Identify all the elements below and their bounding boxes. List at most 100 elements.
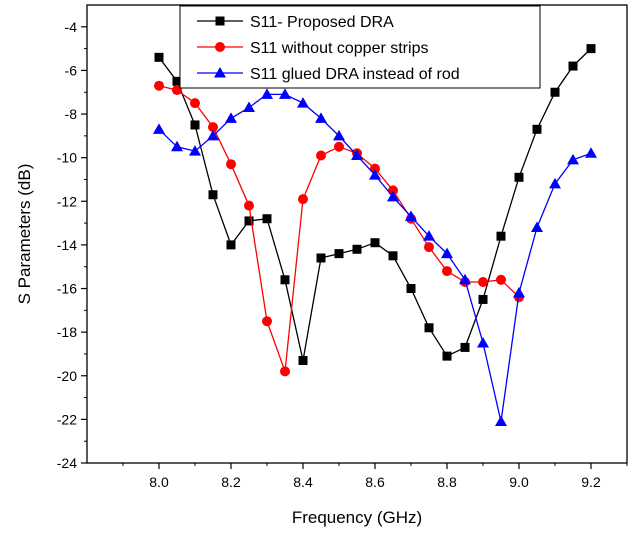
y-tick-label: -20	[57, 368, 77, 384]
data-point	[405, 210, 417, 222]
data-point	[388, 251, 398, 261]
data-point	[424, 323, 434, 333]
data-point	[226, 240, 236, 250]
x-tick-label: 8.4	[293, 474, 313, 490]
series-1	[154, 44, 596, 365]
y-tick-label: -4	[65, 19, 78, 35]
series-3	[153, 88, 597, 427]
x-tick-label: 8.2	[221, 474, 241, 490]
data-point	[208, 122, 218, 133]
x-tick-label: 8.6	[365, 474, 385, 490]
data-point	[387, 190, 399, 202]
data-point	[279, 88, 291, 99]
data-point	[369, 169, 381, 180]
data-point	[190, 98, 200, 109]
data-point	[298, 355, 308, 365]
data-point	[513, 286, 525, 298]
plot-frame	[86, 4, 628, 464]
data-point	[496, 231, 506, 241]
data-point	[316, 253, 326, 263]
series-layer	[153, 44, 597, 427]
legend-marker	[214, 67, 226, 78]
x-tick-label: 9.2	[581, 474, 601, 490]
y-tick-label: -16	[57, 281, 77, 297]
data-point	[334, 249, 344, 259]
data-point	[226, 159, 236, 170]
data-point	[190, 120, 200, 130]
series-line	[158, 93, 592, 422]
legend-label: S11- Proposed DRA	[250, 14, 394, 31]
data-point	[567, 153, 579, 165]
y-tick-label: -12	[57, 193, 77, 209]
data-point	[297, 97, 309, 108]
y-tick-label: -10	[57, 150, 77, 166]
data-point	[280, 366, 290, 377]
data-point	[298, 194, 308, 205]
data-point	[585, 147, 597, 158]
data-point	[568, 61, 578, 71]
y-tick-label: -22	[57, 411, 77, 427]
y-tick-label: -6	[65, 62, 78, 78]
y-tick-label: -18	[57, 324, 77, 340]
x-tick-label: 8.0	[149, 474, 169, 490]
data-point	[244, 200, 254, 211]
data-point	[370, 238, 380, 248]
data-point	[532, 124, 542, 134]
legend: S11- Proposed DRA S11 without copper stri…	[179, 5, 541, 89]
data-point	[550, 87, 560, 97]
data-point	[352, 244, 362, 254]
y-tick-label: -8	[65, 106, 78, 122]
series-line	[158, 48, 592, 361]
data-point	[333, 129, 345, 141]
data-point	[280, 275, 290, 285]
data-point	[442, 266, 452, 277]
y-axis-label: S Parameters (dB)	[15, 164, 34, 305]
data-point	[459, 273, 471, 285]
series-2	[154, 80, 524, 377]
data-point	[531, 221, 543, 232]
data-point	[315, 112, 327, 123]
legend-label: S11 glued DRA instead of rod	[250, 66, 460, 83]
data-point	[477, 337, 489, 348]
data-point	[423, 230, 435, 241]
data-point	[207, 129, 219, 141]
data-point	[316, 150, 326, 161]
data-point	[225, 112, 237, 123]
data-point	[334, 141, 344, 152]
data-point	[495, 415, 507, 427]
data-point	[370, 163, 380, 174]
y-tick-label: -24	[57, 455, 77, 471]
data-point	[244, 216, 254, 226]
x-axis: 8.0 8.2 8.4 8.6 8.8 9.0 9.2	[122, 463, 628, 490]
y-tick-label: -14	[57, 237, 77, 253]
data-point	[262, 214, 272, 224]
data-point	[154, 52, 164, 62]
data-point	[549, 177, 561, 189]
data-point	[261, 88, 273, 99]
y-axis: -24 -22 -20 -18 -16 -14 -12 -10 -8 -6 -4	[57, 19, 87, 471]
data-point	[441, 247, 453, 259]
x-axis-label: Frequency (GHz)	[292, 508, 422, 527]
data-point	[351, 149, 363, 160]
data-point	[478, 294, 488, 304]
data-point	[514, 172, 524, 182]
data-point	[442, 351, 452, 361]
data-point	[406, 284, 416, 294]
x-tick-label: 9.0	[509, 474, 529, 490]
data-point	[189, 145, 201, 156]
legend-marker	[215, 42, 225, 52]
data-point	[171, 140, 183, 152]
data-point	[243, 101, 255, 113]
legend-marker	[215, 16, 225, 26]
data-point	[153, 123, 165, 134]
legend-label: S11 without copper strips	[250, 40, 428, 57]
data-point	[208, 190, 218, 200]
data-point	[172, 76, 182, 86]
data-point	[424, 242, 434, 253]
data-point	[262, 316, 272, 327]
data-point	[496, 274, 506, 285]
data-point	[586, 44, 596, 54]
data-point	[460, 342, 470, 352]
x-tick-label: 8.8	[437, 474, 457, 490]
